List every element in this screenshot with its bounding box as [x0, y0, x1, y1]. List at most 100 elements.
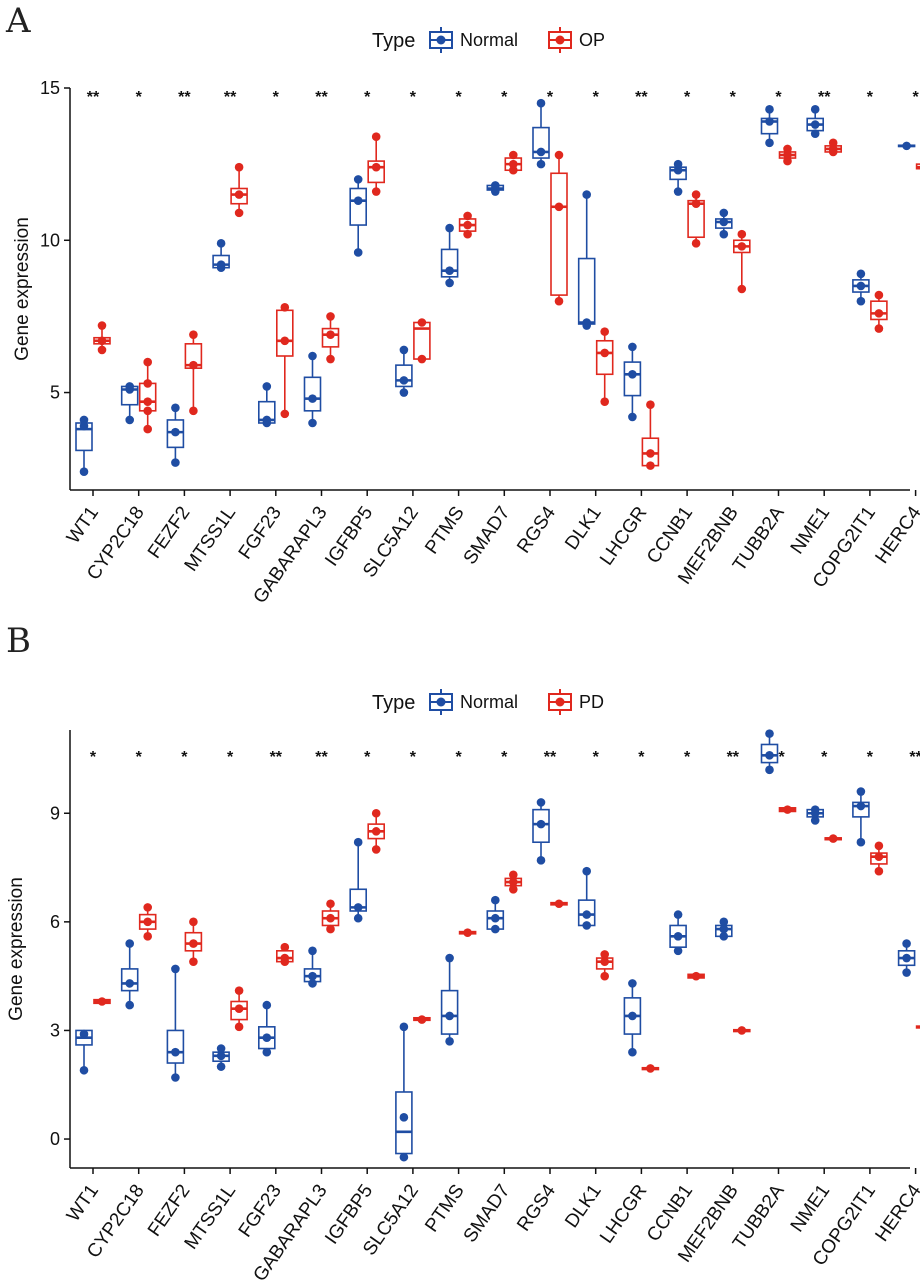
panel-a-point-normal: [262, 415, 272, 425]
panel-b-point-pd: [143, 903, 152, 912]
panel-a-point-op: [783, 144, 792, 154]
panel-a-y-tick-label: 10: [40, 230, 60, 250]
panel-a-point-normal: [353, 248, 363, 257]
panel-b-point-pd: [554, 899, 564, 909]
panel-a-legend-key-dot: [436, 35, 446, 45]
panel-b-point-pd: [509, 884, 518, 894]
panel-b-point-normal: [262, 1047, 272, 1057]
panel-b-point-normal: [536, 798, 546, 807]
panel-b-significance-label: *: [136, 749, 143, 766]
panel-a-point-op: [874, 290, 884, 300]
panel-b-point-pd: [646, 1064, 655, 1073]
panel-a-point-normal: [125, 415, 134, 425]
panel-b-point-normal: [171, 1073, 180, 1082]
panel-b-point-normal: [582, 921, 591, 930]
panel-b-point-pd: [509, 877, 518, 887]
panel-a-point-normal: [399, 345, 409, 355]
panel-a-point-op: [326, 312, 335, 321]
panel-a-point-normal: [856, 296, 866, 306]
panel-a-point-op: [326, 354, 335, 364]
panel-b-point-normal: [125, 939, 134, 948]
panel-a-point-normal: [765, 117, 774, 126]
panel-b-point-pd: [326, 924, 335, 934]
panel-a-point-op: [97, 345, 107, 355]
panel-b-point-pd: [371, 808, 381, 818]
panel-b-point-normal: [308, 979, 317, 988]
panel-a-point-op: [509, 159, 518, 169]
panel-b-point-normal: [308, 971, 317, 981]
panel-b-point-normal: [216, 1051, 226, 1061]
panel-b-significance-label: *: [90, 749, 97, 766]
panel-a-point-op: [189, 360, 198, 370]
panel-a-point-op: [783, 150, 792, 160]
panel-b-point-normal: [125, 1000, 134, 1010]
panel-a-point-normal: [79, 421, 89, 431]
panel-b-point-normal: [719, 924, 729, 934]
panel-a-point-normal: [673, 159, 683, 169]
panel-b-x-tick-label: RGS4: [513, 1180, 560, 1235]
panel-b-point-normal: [810, 805, 820, 814]
panel-a-significance-label: *: [684, 89, 691, 106]
panel-b-legend-label-normal: Normal: [460, 692, 518, 712]
panel-b-point-pd: [463, 928, 472, 938]
panel-a-point-normal: [719, 208, 729, 218]
panel-a-significance-label: *: [410, 89, 417, 106]
panel-b-point-normal: [262, 1000, 272, 1010]
panel-a-point-normal: [765, 105, 774, 114]
panel-a-point-normal: [445, 266, 454, 276]
panel-b-significance-label: *: [410, 749, 417, 766]
panel-a-legend-label-normal: Normal: [460, 30, 518, 50]
panel-a-point-normal: [491, 181, 500, 190]
panel-b-significance-label: **: [270, 749, 283, 766]
panel-a-point-normal: [628, 412, 637, 422]
panel-b-point-normal: [673, 910, 683, 919]
panel-a-point-op: [417, 354, 427, 364]
panel-b-point-normal: [536, 856, 546, 865]
panel-b-point-normal: [445, 953, 454, 963]
panel-a-x-tick-label: RGS4: [513, 502, 560, 557]
panel-b-point-normal: [353, 903, 363, 912]
panel-a-significance-label: **: [635, 89, 648, 106]
panel-b-point-normal: [765, 729, 774, 738]
panel-a-point-op: [371, 162, 381, 172]
panel-a-significance-label: **: [315, 89, 328, 106]
panel-b-point-normal: [765, 765, 774, 775]
panel-b-x-tick-label: DLK1: [561, 1181, 605, 1232]
panel-b-point-pd: [371, 845, 381, 854]
panel-b-point-normal: [765, 751, 774, 760]
panel-b-x-tick-label: NME1: [787, 1181, 834, 1236]
panel-a-point-op: [280, 302, 290, 312]
panel-b-y-axis-label: Gene expression: [6, 877, 27, 1021]
panel-b-point-normal: [582, 866, 591, 876]
panel-b-point-pd: [417, 1015, 427, 1024]
panel-b-point-normal: [856, 787, 866, 796]
panel-a-point-normal: [719, 217, 729, 227]
panel-a-point-op: [600, 348, 609, 358]
panel-a-point-normal: [765, 138, 774, 148]
panel-b-point-pd: [189, 957, 198, 966]
panel-a-significance-label: **: [224, 89, 237, 106]
panel-a-point-normal: [171, 458, 180, 467]
panel-b-legend-label-pd: PD: [579, 692, 604, 712]
panel-b-point-pd: [143, 932, 152, 941]
panel-a-significance-label: *: [136, 89, 143, 106]
panel-a-significance-label: **: [818, 89, 831, 106]
panel-a-point-op: [417, 318, 427, 327]
panel-b-point-pd: [280, 942, 290, 952]
panel-b-point-pd: [737, 1026, 747, 1035]
panel-a-y-tick-label: 15: [40, 78, 60, 98]
panel-a-point-op: [646, 400, 655, 410]
panel-b-significance-label: *: [638, 749, 645, 766]
panel-a-legend-title: Type: [372, 30, 415, 52]
panel-b-point-pd: [189, 939, 198, 948]
panel-a-point-normal: [399, 388, 409, 397]
panel-b-significance-label: *: [593, 749, 600, 766]
panel-a-point-op: [874, 324, 884, 333]
panel-b-point-normal: [445, 1037, 454, 1046]
panel-b-point-normal: [719, 917, 729, 927]
panel-b-point-pd: [509, 870, 518, 880]
panel-b-x-tick-label: LHCGR: [596, 1181, 651, 1248]
panel-a-point-op: [646, 449, 655, 458]
panel-a-point-normal: [171, 403, 180, 413]
panel-b-point-normal: [353, 837, 363, 847]
